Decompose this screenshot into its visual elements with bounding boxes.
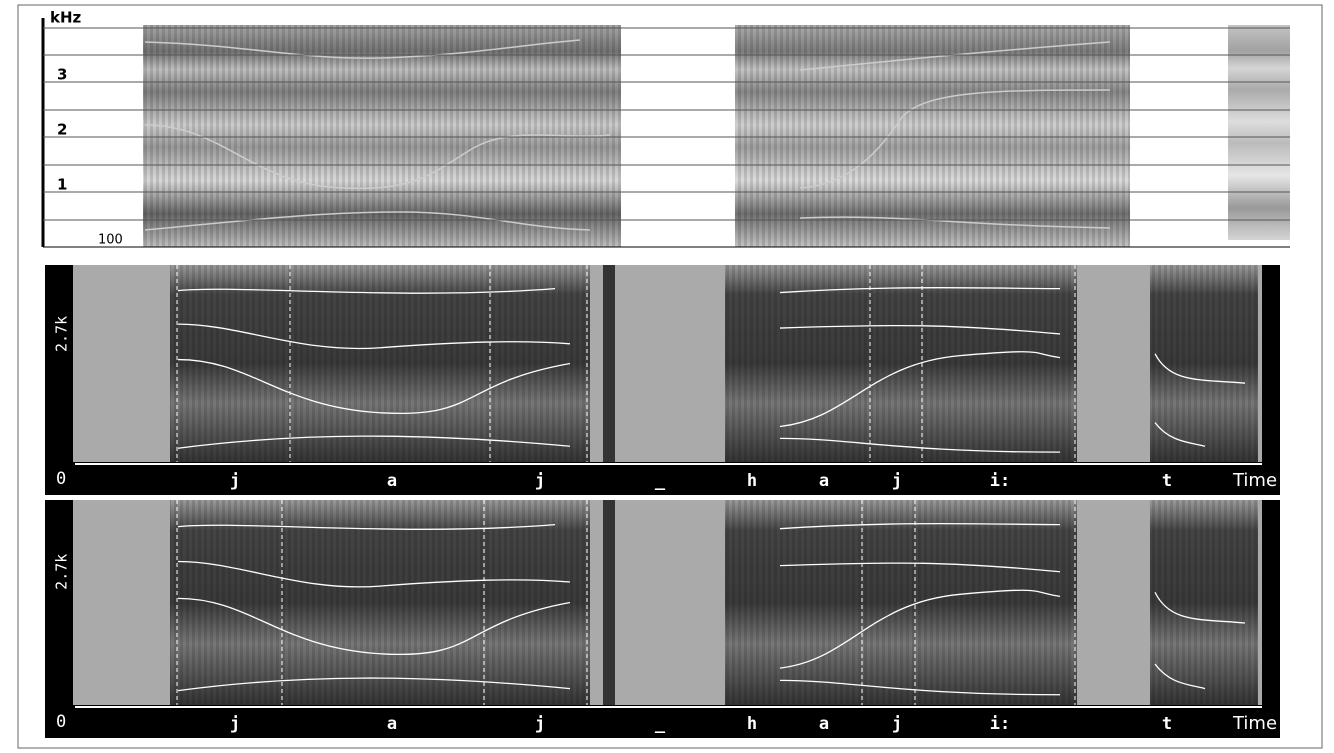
axis-label: Time: [1232, 470, 1277, 491]
spectrogram-panel: kHz 3 2 1 100: [41, 9, 1290, 248]
origin-label: 0: [56, 469, 66, 489]
formant-track: [144, 39, 1111, 231]
segment-label: _: [655, 714, 666, 734]
y-label: 2.7k: [53, 554, 71, 590]
segment-label: h: [747, 471, 757, 491]
spectrogram: [1228, 25, 1290, 240]
tick-label: 3: [57, 66, 67, 84]
baseline-label: 100: [98, 233, 123, 248]
segment-label: j: [535, 471, 545, 491]
segment-label: i:: [990, 471, 1010, 491]
segment-label: t: [1162, 714, 1172, 734]
lpc-texture: [725, 265, 1077, 462]
segment-label: i:: [990, 714, 1010, 734]
formant-track: [177, 522, 1246, 696]
axis-label: Time: [1232, 713, 1277, 734]
lpc-texture: [1150, 500, 1258, 705]
lpc-texture: [170, 500, 590, 705]
segment-label: h: [747, 714, 757, 734]
tick-label: 2: [57, 121, 67, 139]
segment-label: a: [387, 714, 397, 734]
segment-label: a: [819, 471, 829, 491]
segment-label: j: [892, 471, 902, 491]
segment-label: j: [230, 714, 240, 734]
frame: [17, 4, 1323, 749]
lpc-texture: [170, 265, 590, 462]
y-label: 2.7k: [53, 316, 71, 352]
segment-label: j: [535, 714, 545, 734]
lpc-texture: [1150, 265, 1258, 462]
segment-label: a: [819, 714, 829, 734]
spectrogram-texture: [735, 25, 1130, 247]
segment-label: t: [1162, 471, 1172, 491]
segment-label: j: [230, 471, 240, 491]
origin-label: 0: [56, 712, 66, 732]
gap-bar: [603, 500, 615, 705]
segment-label: j: [892, 714, 902, 734]
formant-track: [177, 287, 1246, 453]
lpc-texture: [725, 500, 1077, 705]
segment-label: _: [655, 471, 666, 491]
segment-label: a: [387, 471, 397, 491]
tick-label: 1: [57, 176, 67, 194]
spectrogram-texture: [143, 25, 621, 247]
unit-label: kHz: [50, 9, 82, 27]
gap-bar: [603, 265, 615, 462]
